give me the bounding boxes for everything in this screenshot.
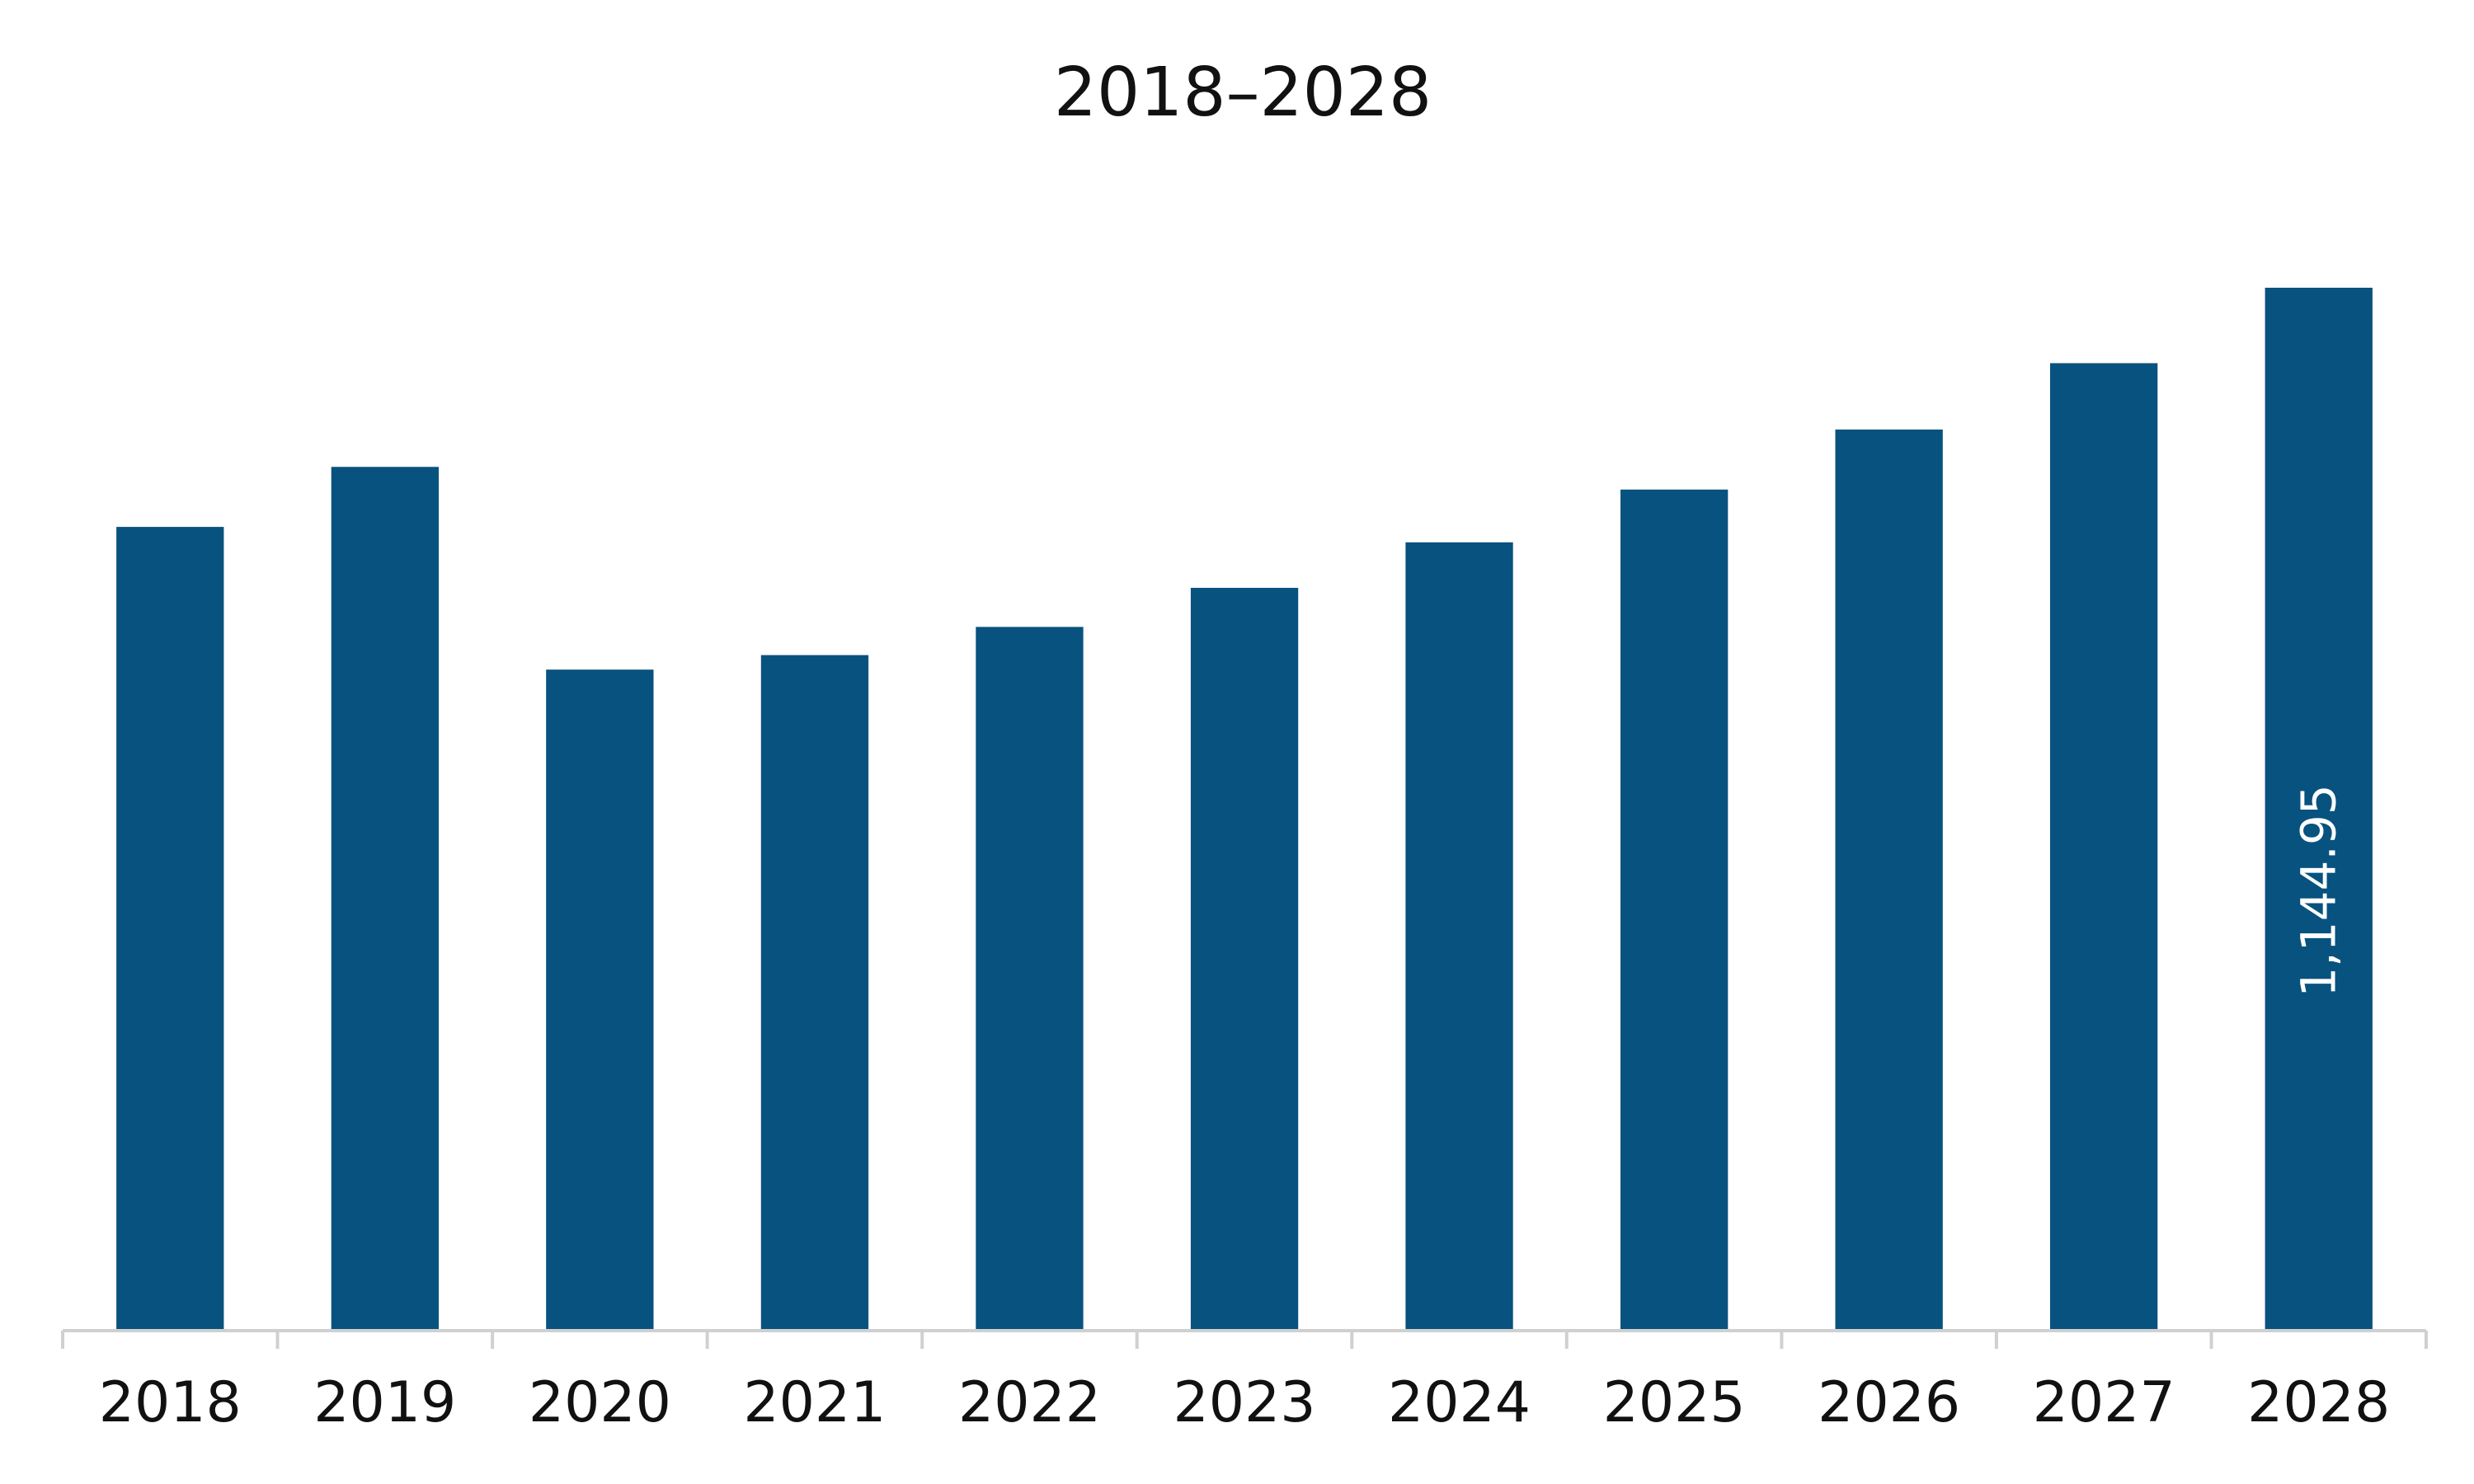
bar-2025 — [1620, 489, 1729, 1329]
x-tick-label-2026: 2026 — [1818, 1370, 1960, 1435]
bar-2028 — [2265, 288, 2373, 1329]
x-tick-label-2024: 2024 — [1388, 1370, 1531, 1435]
bar-2026 — [1835, 430, 1943, 1329]
x-tick-label-2028: 2028 — [2247, 1370, 2390, 1435]
bars-group — [116, 288, 2373, 1329]
bar-2019 — [331, 467, 439, 1329]
bar-2024 — [1405, 542, 1513, 1329]
x-tick-label-2025: 2025 — [1603, 1370, 1746, 1435]
labels-group: 2018 2019 2020 2021 2022 2023 2024 2025 2026 2027… — [99, 784, 2390, 1435]
bar-2018 — [116, 527, 224, 1329]
chart-title: 2018–2028 — [1054, 54, 1432, 132]
bar-2021 — [760, 655, 869, 1329]
bar-2020 — [546, 669, 654, 1329]
bar-2022 — [976, 627, 1084, 1329]
x-tick-label-2018: 2018 — [99, 1370, 242, 1435]
data-label-2028: 1,144.95 — [2291, 784, 2347, 997]
x-tick-label-2027: 2027 — [2033, 1370, 2175, 1435]
x-axis — [61, 1329, 2428, 1349]
bar-2023 — [1190, 588, 1299, 1329]
x-tick-label-2022: 2022 — [958, 1370, 1101, 1435]
x-tick-label-2020: 2020 — [529, 1370, 671, 1435]
x-tick-label-2021: 2021 — [743, 1370, 886, 1435]
x-tick-label-2019: 2019 — [313, 1370, 456, 1435]
x-tick-label-2023: 2023 — [1173, 1370, 1315, 1435]
bar-2027 — [2050, 363, 2158, 1329]
